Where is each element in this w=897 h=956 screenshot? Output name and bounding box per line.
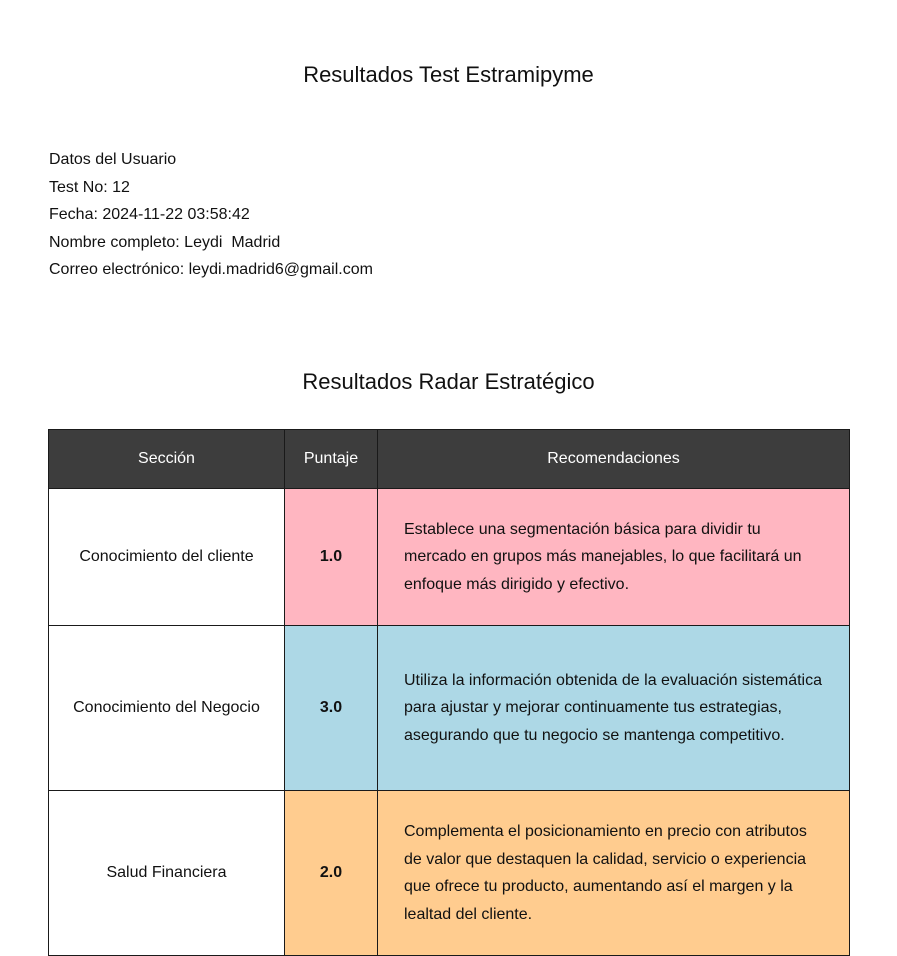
date-row: Fecha: 2024-11-22 03:58:42 [49,201,373,229]
recommendation-cell: Utiliza la información obtenida de la ev… [377,625,850,791]
full-name-row: Nombre completo: Leydi Madrid [49,229,373,257]
radar-title: Resultados Radar Estratégico [302,369,595,394]
table-header-row: Sección Puntaje Recomendaciones [48,429,850,489]
email-label: Correo electrónico: [49,261,185,278]
score-cell: 1.0 [284,488,378,626]
date-value: 2024-11-22 03:58:42 [102,206,250,223]
score-cell: 3.0 [284,625,378,791]
email-value: leydi.madrid6@gmail.com [188,261,373,278]
section-cell: Salud Financiera [48,790,285,956]
user-section-label: Datos del Usuario [49,151,177,168]
test-number-label: Test No: [49,178,108,196]
score-cell: 2.0 [284,790,378,956]
user-info: Datos del Usuario Test No: 12 Fecha: 202… [49,146,373,284]
section-cell: Conocimiento del cliente [48,488,285,626]
date-label: Fecha: [49,206,98,223]
page-title: Resultados Test Estramipyme [303,62,594,87]
recommendation-cell: Complementa el posicionamiento en precio… [377,790,850,956]
section-cell: Conocimiento del Negocio [48,625,285,791]
header-recommendations: Recomendaciones [377,429,850,489]
results-table: Sección Puntaje Recomendaciones Conocimi… [48,429,850,956]
email-row: Correo electrónico: leydi.madrid6@gmail.… [49,256,373,284]
table-row: Conocimiento del Negocio 3.0 Utiliza la … [48,625,850,791]
table-row: Conocimiento del cliente 1.0 Establece u… [48,488,850,626]
header-score: Puntaje [284,429,378,489]
table-row: Salud Financiera 2.0 Complementa el posi… [48,790,850,956]
full-name-value: Leydi Madrid [184,233,281,251]
full-name-label: Nombre completo: [49,233,180,251]
header-section: Sección [48,429,285,489]
test-number-row: Test No: 12 [49,174,373,202]
recommendation-cell: Establece una segmentación básica para d… [377,488,850,626]
test-number-value: 12 [112,178,130,196]
